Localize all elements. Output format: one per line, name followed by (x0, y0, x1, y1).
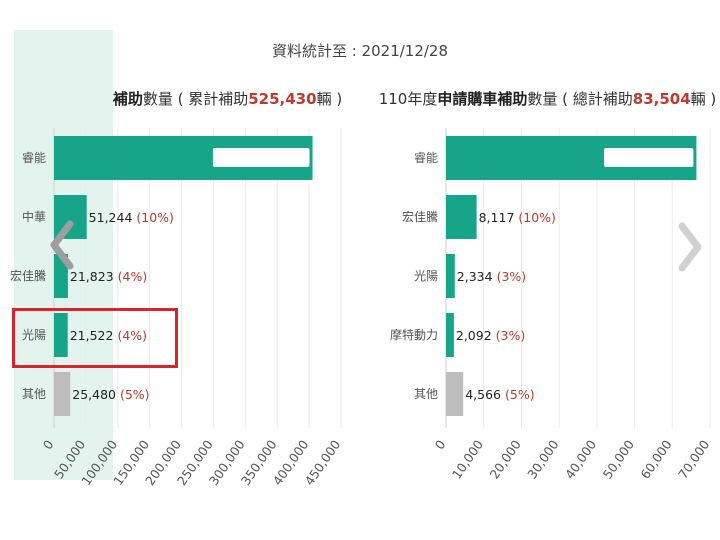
x-tick-label: 40,000 (562, 437, 599, 481)
chevron-right-icon (678, 222, 702, 272)
x-tick-label: 20,000 (487, 437, 524, 481)
category-label: 摩特動力 (390, 327, 438, 342)
bar (54, 195, 87, 239)
value-percent: (3%) (496, 328, 526, 343)
x-tick-label: 10,000 (449, 437, 486, 481)
category-label: 中華 (22, 209, 46, 224)
next-slide-button[interactable] (676, 222, 706, 272)
title-prefix: 110年度 (378, 90, 438, 108)
title-mid: 數量 ( 累計補助 (142, 90, 249, 108)
title-bold: 申請購車補助 (437, 90, 528, 108)
value-label-background (604, 148, 694, 167)
value-label: 2,334 (3%) (457, 269, 526, 284)
x-tick-label: 50,000 (600, 437, 637, 481)
x-tick-label: 70,000 (675, 437, 712, 481)
bar (446, 254, 455, 298)
category-label: 光陽 (22, 328, 46, 342)
category-label: 睿能 (414, 150, 438, 165)
chevron-left-icon (50, 220, 74, 270)
x-tick-label: 0 (432, 437, 449, 452)
category-label: 睿能 (22, 150, 46, 165)
value-number: 51,244 (89, 210, 137, 225)
value-label: 8,117 (10%) (479, 210, 556, 225)
bar (54, 313, 68, 357)
bar (446, 313, 454, 357)
value-percent: (10%) (136, 210, 174, 225)
highlight-box-guangyang (12, 308, 178, 368)
value-label: 25,480 (5%) (72, 387, 149, 402)
value-number: 21,823 (70, 269, 118, 284)
category-label: 其他 (414, 387, 438, 401)
category-label: 光陽 (414, 269, 438, 283)
value-number: 2,092 (456, 328, 496, 343)
prev-slide-button[interactable] (46, 220, 76, 270)
bar (446, 195, 477, 239)
category-label: 宏佳騰 (10, 268, 46, 283)
category-label: 宏佳騰 (402, 209, 438, 224)
value-number: 21,522 (70, 328, 118, 343)
value-label: 21,823 (4%) (70, 269, 147, 284)
value-percent: (4%) (118, 269, 148, 284)
x-tick-label: 60,000 (637, 437, 674, 481)
chart-title-year-110: 110年度申請購車補助數量 ( 總計補助83,504輛 ) (375, 88, 720, 109)
value-number: 2,334 (457, 269, 497, 284)
title-mid: 數量 ( 總計補助 (527, 90, 633, 108)
value-number: 4,566 (465, 387, 505, 402)
value-label: 4,566 (5%) (465, 387, 534, 402)
title-suffix: 輛 ) (316, 90, 343, 108)
bar-chart-year-110: 0 10,000 20,000 30,000 40,000 50,000 60,000 70,… (390, 128, 712, 482)
value-label: 51,244 (10%) (89, 210, 174, 225)
chart-panel-cumulative: 歷年申請購車補助數量 ( 累計補助525,430輛 ) 050,000100,0… (10, 30, 355, 488)
x-tick-label: 30,000 (524, 437, 561, 481)
bar (446, 372, 464, 416)
value-percent: (3%) (497, 269, 527, 284)
category-label: 其他 (22, 387, 46, 401)
value-percent: (10%) (518, 210, 556, 225)
bar (54, 372, 71, 416)
value-percent: (4%) (117, 328, 147, 343)
value-percent: (5%) (505, 387, 535, 402)
value-label: 21,522 (4%) (70, 328, 147, 343)
chart-panel-year-110: 110年度申請購車補助數量 ( 總計補助83,504輛 ) 0 10,000 20,… (375, 88, 720, 482)
title-suffix: 輛 ) (690, 90, 717, 108)
value-percent: (5%) (120, 387, 150, 402)
value-label-background (212, 148, 310, 167)
title-total: 525,430 (248, 90, 317, 108)
bar-chart-cumulative: 050,000100,000150,000200,000250,000300,0… (10, 30, 343, 488)
bar (54, 254, 68, 298)
date-line: 資料統計至 : 2021/12/28 (271, 42, 449, 60)
value-number: 25,480 (72, 387, 120, 402)
value-label: 2,092 (3%) (456, 328, 525, 343)
title-total: 83,504 (632, 90, 691, 108)
value-number: 8,117 (479, 210, 519, 225)
